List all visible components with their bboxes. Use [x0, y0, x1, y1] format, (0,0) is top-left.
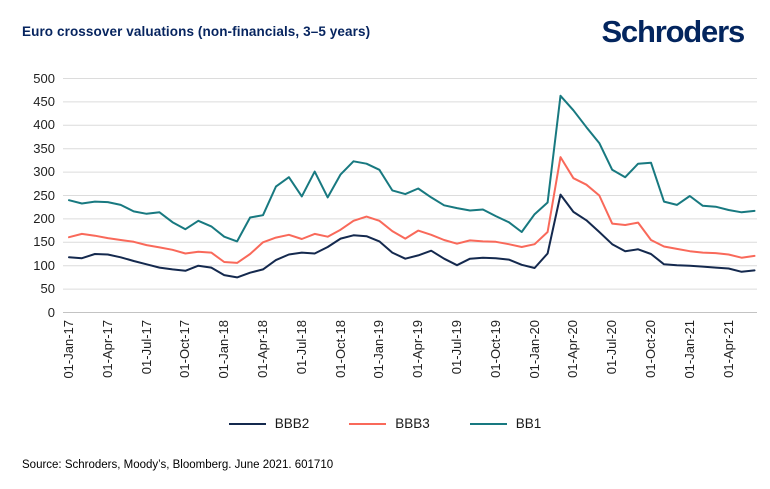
x-tick-label: 01-Jan-19 [371, 320, 387, 379]
x-tick-label: 01-Jul-17 [138, 320, 154, 375]
y-tick-label: 300 [33, 164, 55, 180]
chart-legend: BBB2 BBB3 BB1 [0, 416, 770, 431]
x-tick-label: 01-Jul-19 [449, 320, 464, 375]
y-tick-label: 200 [33, 210, 55, 226]
source-note: Source: Schroders, Moody’s, Bloomberg. J… [22, 459, 334, 471]
legend-item-bb1: BB1 [469, 416, 542, 431]
schroders-logo: Schroders [601, 14, 745, 49]
x-tick-label: 01-Oct-19 [487, 320, 503, 378]
series-line-bbb3 [68, 156, 756, 264]
x-tick-label: 01-Jul-18 [293, 320, 309, 375]
legend-label: BB1 [515, 416, 542, 431]
legend-swatch-bbb3 [349, 422, 387, 425]
chart-title: Euro crossover valuations (non-financial… [22, 24, 371, 39]
x-tick-label: 01-Jan-21 [681, 320, 697, 379]
y-tick-label: 0 [47, 304, 55, 320]
x-tick-label: 01-Oct-18 [332, 320, 348, 378]
y-tick-label: 350 [33, 140, 55, 156]
legend-item-bbb2: BBB2 [228, 416, 310, 431]
x-tick-label: 01-Oct-20 [643, 320, 658, 378]
x-tick-label: 01-Jan-20 [526, 320, 542, 379]
x-tick-label: 01-Oct-17 [177, 320, 193, 378]
x-tick-label: 01-Apr-17 [99, 320, 115, 378]
x-tick-label: 01-Apr-20 [565, 320, 581, 378]
y-tick-label: 250 [33, 187, 55, 203]
x-tick-label: 01-Jul-20 [604, 320, 620, 375]
legend-swatch-bbb2 [228, 422, 266, 425]
x-tick-label: 01-Jan-17 [61, 320, 76, 379]
y-tick-label: 400 [33, 117, 55, 133]
y-tick-label: 100 [33, 257, 55, 273]
legend-label: BBB2 [274, 416, 310, 431]
x-tick-label: 01-Apr-19 [410, 320, 426, 378]
x-tick-label: 01-Jan-18 [216, 320, 232, 379]
y-tick-label: 450 [33, 93, 55, 109]
series-line-bbb2 [68, 193, 756, 279]
x-tick-label: 01-Apr-21 [720, 320, 736, 378]
y-tick-label: 50 [40, 281, 55, 297]
x-tick-label: 01-Apr-18 [255, 320, 270, 378]
y-tick-label: 500 [33, 70, 55, 86]
legend-swatch-bb1 [469, 422, 507, 425]
legend-item-bbb3: BBB3 [349, 416, 430, 431]
legend-label: BBB3 [395, 416, 430, 431]
y-tick-label: 150 [33, 234, 55, 250]
series-line-bb1 [68, 94, 756, 243]
